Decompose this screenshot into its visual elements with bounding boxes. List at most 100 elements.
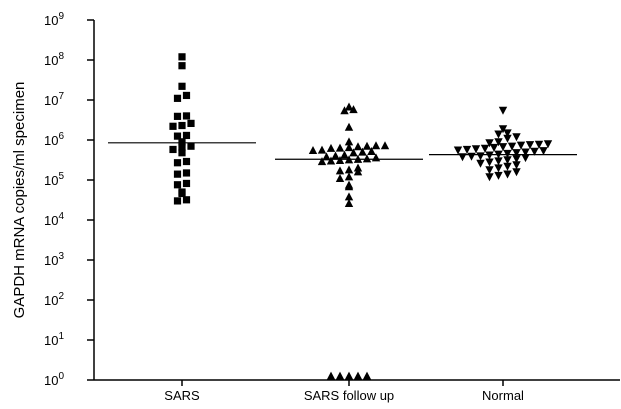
data-point <box>335 371 345 380</box>
data-point <box>344 137 354 146</box>
data-point <box>353 371 363 380</box>
data-point <box>335 173 345 182</box>
data-point <box>494 157 503 166</box>
data-point <box>344 172 354 181</box>
data-point <box>494 138 503 147</box>
data-point <box>331 151 340 160</box>
data-point <box>344 122 354 131</box>
data-point <box>485 173 494 182</box>
data-point <box>362 141 372 150</box>
data-point <box>489 143 499 152</box>
data-point <box>498 106 508 115</box>
data-point <box>335 166 345 175</box>
y-tick-label: 106 <box>44 131 64 148</box>
data-point <box>353 154 363 163</box>
data-point <box>182 131 191 140</box>
data-point <box>458 153 467 162</box>
data-point <box>317 157 327 166</box>
data-point <box>178 138 186 146</box>
data-point <box>453 146 463 155</box>
data-point <box>476 152 485 161</box>
data-point <box>494 164 503 173</box>
data-point <box>353 163 363 172</box>
data-point <box>507 142 517 151</box>
data-point <box>335 143 345 152</box>
data-point <box>173 94 182 102</box>
data-point <box>326 156 336 165</box>
data-point <box>344 165 354 174</box>
data-point <box>182 169 191 177</box>
data-point <box>498 125 508 134</box>
axes <box>93 20 620 381</box>
data-point <box>362 371 372 380</box>
x-tick-label: Normal <box>482 388 524 403</box>
data-point <box>525 141 535 150</box>
data-point <box>512 155 521 164</box>
data-point <box>503 149 512 158</box>
data-point <box>178 53 186 61</box>
data-point <box>182 91 191 100</box>
data-point <box>530 147 539 156</box>
data-point <box>317 145 327 154</box>
data-point <box>169 122 177 130</box>
data-point <box>367 146 376 155</box>
data-point <box>512 149 521 158</box>
data-point <box>539 147 548 156</box>
data-point <box>340 106 349 115</box>
data-point <box>344 155 354 164</box>
data-point <box>335 155 345 164</box>
x-tick-label: SARS follow up <box>304 388 394 403</box>
data-point <box>503 129 512 138</box>
data-point <box>480 144 490 153</box>
data-point <box>169 145 177 154</box>
data-point <box>512 133 521 142</box>
data-point <box>344 143 354 152</box>
y-tick-label: 102 <box>44 291 64 308</box>
data-point <box>322 152 331 161</box>
data-point <box>344 199 354 208</box>
data-point <box>340 150 349 159</box>
x-tick-label: SARS <box>164 388 200 403</box>
data-point <box>173 170 182 178</box>
data-point <box>178 82 186 90</box>
data-point <box>503 162 512 171</box>
data-point <box>485 166 494 175</box>
data-point <box>326 371 336 380</box>
data-point <box>476 159 485 168</box>
data-point <box>485 139 494 148</box>
data-point <box>344 371 354 380</box>
data-point <box>485 151 494 160</box>
data-point <box>371 153 381 162</box>
data-point <box>349 105 358 114</box>
y-tick-label: 109 <box>44 11 64 28</box>
data-point <box>512 168 521 177</box>
data-point <box>462 145 472 154</box>
data-point <box>173 132 182 140</box>
data-point <box>326 143 336 152</box>
data-point <box>494 150 503 159</box>
data-point <box>358 147 367 156</box>
data-point <box>178 188 186 196</box>
y-tick-label: 104 <box>44 211 64 228</box>
data-point <box>182 112 191 120</box>
data-point <box>467 152 476 161</box>
data-point <box>371 141 381 150</box>
y-tick-label: 101 <box>44 331 64 348</box>
data-point <box>182 179 191 188</box>
data-point <box>173 159 182 167</box>
data-point <box>178 121 186 130</box>
data-point <box>498 143 508 152</box>
data-point <box>521 154 530 163</box>
data-point <box>182 157 191 166</box>
data-point <box>187 119 195 128</box>
data-point <box>178 149 186 157</box>
data-point <box>173 181 182 189</box>
data-point <box>471 145 481 154</box>
data-point <box>521 148 530 157</box>
y-axis-ticks: 100 101 102 103 104 105 106 107 108 109 <box>44 11 94 388</box>
y-tick-label: 108 <box>44 51 64 68</box>
data-point <box>494 130 503 139</box>
data-point <box>178 143 186 152</box>
data-point <box>380 141 390 150</box>
y-axis-title: GAPDH mRNA copies/ml specimen <box>11 82 28 319</box>
